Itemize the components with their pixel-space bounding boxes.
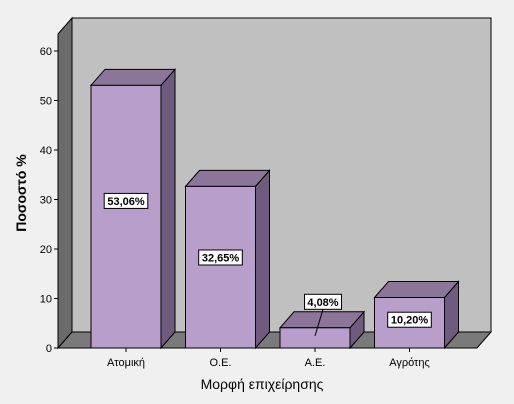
data-label: 32,65% [202,252,240,264]
y-tick-label: 50 [40,96,52,108]
y-tick-label: 20 [40,244,52,256]
bar: 10,20% [373,280,460,350]
category-label: Αγρότης [389,357,430,369]
y-axis: 0 10 20 30 40 50 60 [40,46,58,355]
data-label-box [103,192,149,209]
bar-top [89,68,177,86]
data-label: 10,20% [391,315,429,327]
data-label-box [387,311,432,328]
category-label: Ο.Ε. [209,357,231,369]
bar-front [185,185,256,349]
bar: 32,65% [184,169,271,350]
bar-front [279,327,351,349]
category-label: Α.Ε. [305,357,326,369]
bar: 4,08% [278,293,366,350]
category-label: Ατομική [107,357,145,369]
data-label: 53,06% [107,196,145,208]
bar-side [160,68,176,350]
data-label: 4,08% [307,297,338,309]
data-label-leader [314,309,324,337]
bar-top [373,281,460,299]
y-tick-label: 0 [46,343,52,355]
x-axis-title: Μορφή επιχείρησης [201,376,324,392]
bar-side [255,169,270,350]
data-label-box [198,249,243,266]
y-tick-label: 60 [40,46,52,58]
y-tick-label: 40 [40,145,52,157]
y-tick-label: 10 [40,294,52,306]
x-axis-labels: Ατομική Ο.Ε. Α.Ε. Αγρότης [107,348,430,369]
bar-top [184,169,271,187]
bar-front [90,84,162,349]
y-tick-label: 30 [40,195,52,207]
y-axis-title: Ποσοστό % [13,154,29,232]
side-wall [57,16,73,350]
bars: 53,06% 32,65% 4,08% 10,20% [89,68,460,350]
data-label-box [304,293,342,310]
bar: 53,06% [89,68,177,350]
